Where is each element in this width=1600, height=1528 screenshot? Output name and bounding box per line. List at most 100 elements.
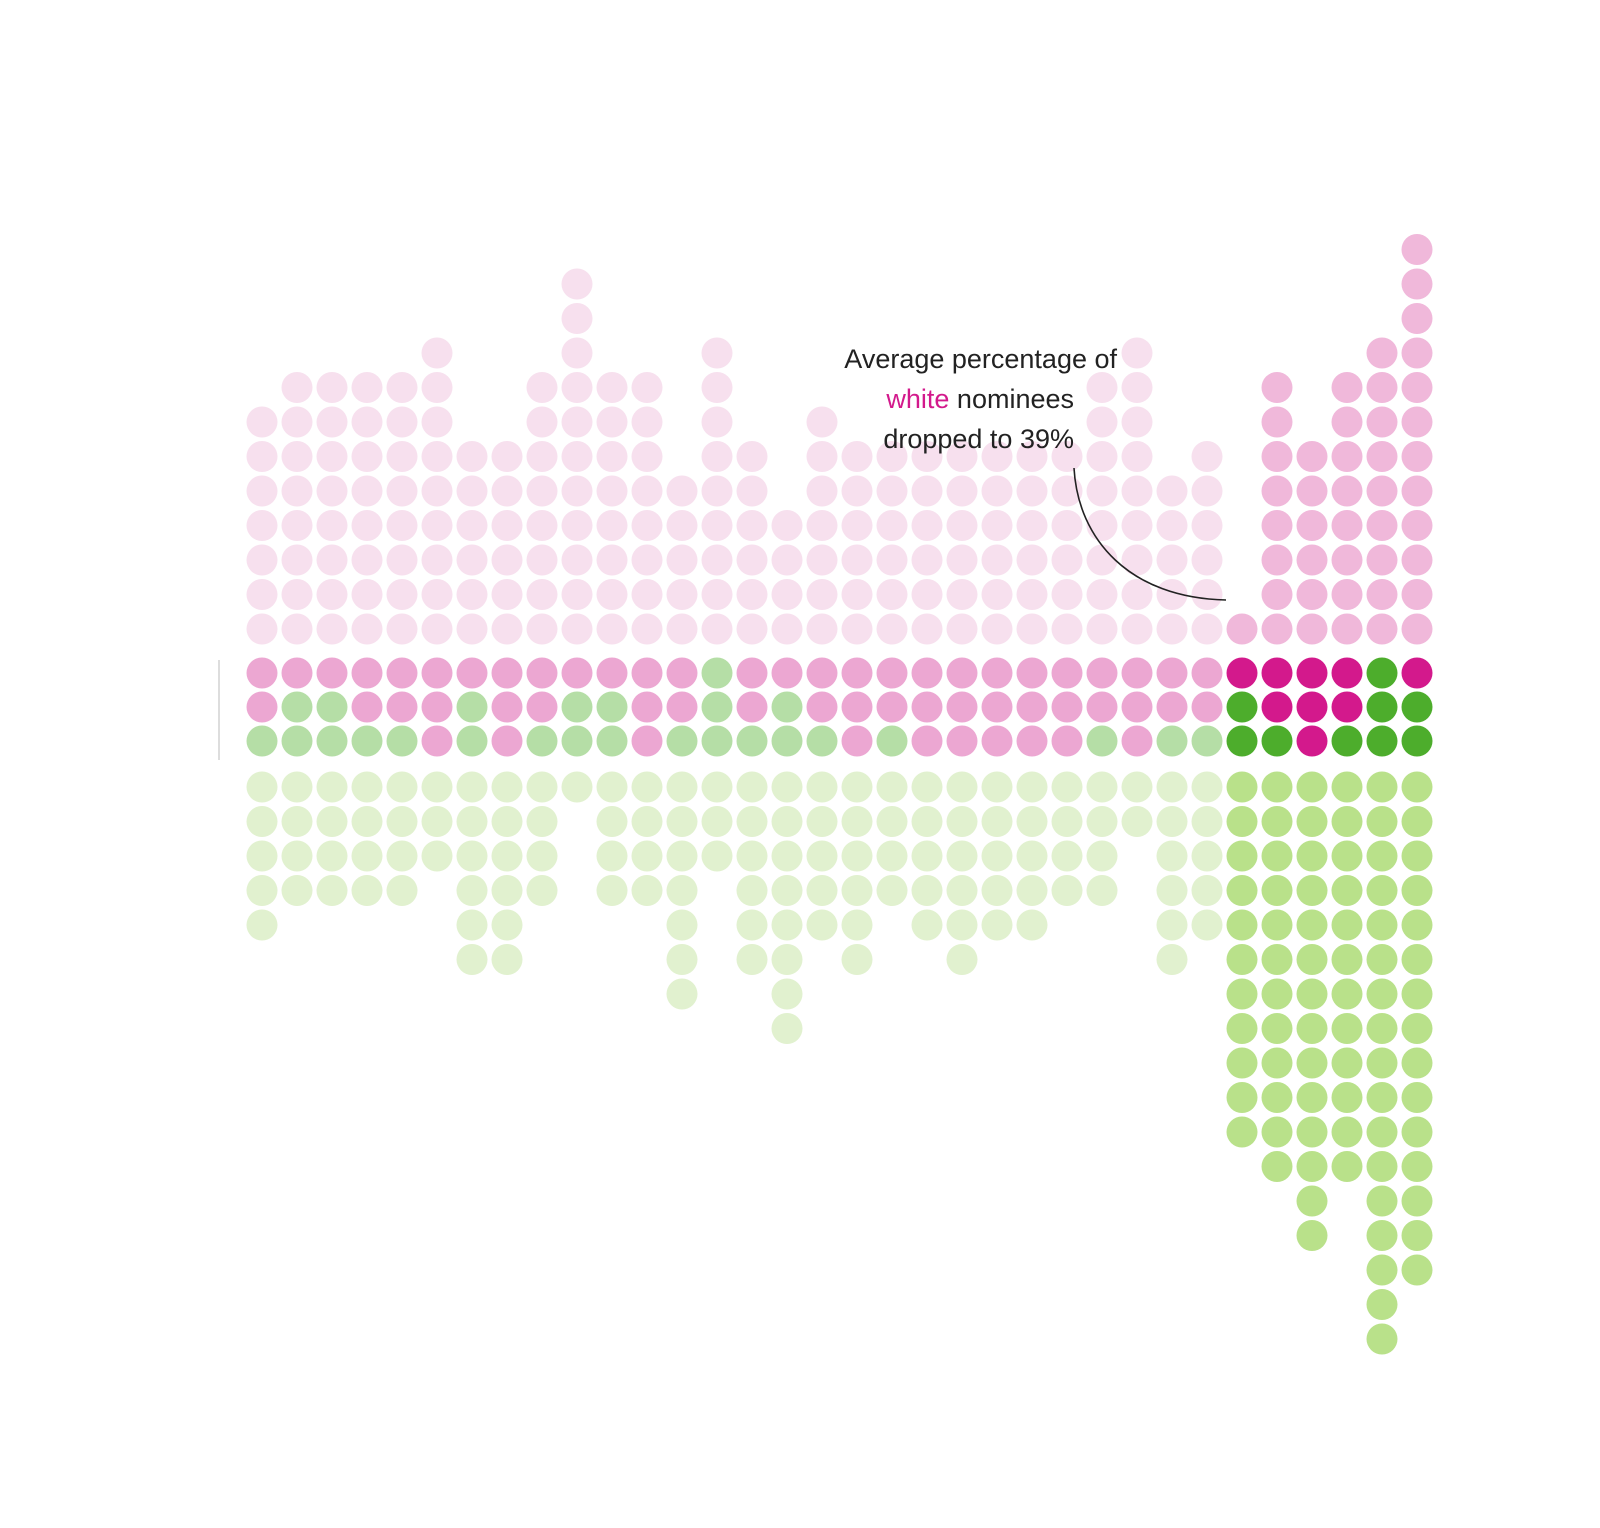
dot-below-col-32: [1331, 1082, 1363, 1113]
dot-above-col-2: [281, 406, 313, 438]
dot-above-col-25: [1086, 544, 1118, 576]
dot-below-col-20: [911, 806, 943, 837]
dot-below-col-7: [456, 944, 488, 975]
dot-above-col-3: [316, 613, 348, 645]
dot-middle-col-1: [246, 691, 278, 723]
dot-below-col-19: [876, 771, 908, 803]
dot-above-col-5: [386, 475, 418, 507]
dot-above-col-22: [981, 544, 1013, 576]
dot-below-col-32: [1331, 1116, 1363, 1148]
dot-below-col-1: [246, 806, 278, 837]
dot-above-col-13: [666, 475, 698, 507]
dot-below-col-7: [456, 806, 488, 837]
dot-above-col-1: [246, 475, 278, 507]
dot-below-col-4: [351, 875, 383, 906]
dots-layer: [246, 234, 1433, 1355]
dot-below-col-20: [911, 771, 943, 803]
dot-above-col-25: [1086, 510, 1118, 541]
dot-above-col-34: [1401, 337, 1433, 369]
dot-above-col-33: [1366, 510, 1398, 541]
dot-below-col-8: [491, 944, 523, 975]
dot-above-col-26: [1121, 441, 1153, 472]
dot-above-col-7: [456, 510, 488, 541]
dot-below-col-15: [736, 875, 768, 906]
dot-above-col-11: [596, 613, 628, 645]
dot-above-col-26: [1121, 475, 1153, 507]
dot-above-col-6: [421, 544, 453, 576]
dot-middle-col-8: [491, 725, 523, 757]
dot-above-col-24: [1051, 510, 1083, 541]
dot-below-col-31: [1296, 840, 1328, 872]
dot-middle-col-27: [1156, 657, 1188, 689]
dot-below-col-34: [1401, 1185, 1433, 1217]
dot-above-col-7: [456, 544, 488, 576]
dot-above-col-10: [561, 613, 593, 645]
dot-below-col-31: [1296, 1185, 1328, 1217]
dot-middle-col-6: [421, 657, 453, 689]
dot-below-col-14: [701, 806, 733, 837]
dot-middle-col-24: [1051, 725, 1083, 757]
dot-above-col-5: [386, 372, 418, 403]
dot-middle-col-17: [806, 725, 838, 757]
dot-above-col-19: [876, 441, 908, 472]
dot-middle-col-24: [1051, 691, 1083, 723]
dot-above-col-12: [631, 406, 663, 438]
dot-above-col-13: [666, 544, 698, 576]
dot-above-col-11: [596, 579, 628, 610]
dot-below-col-1: [246, 875, 278, 906]
dot-above-col-13: [666, 613, 698, 645]
dot-below-col-34: [1401, 806, 1433, 837]
dot-below-col-24: [1051, 840, 1083, 872]
dot-above-col-30: [1261, 475, 1293, 507]
dot-below-col-25: [1086, 875, 1118, 906]
dot-above-col-24: [1051, 579, 1083, 610]
dot-above-col-32: [1331, 544, 1363, 576]
dot-below-col-32: [1331, 806, 1363, 837]
dot-middle-col-29: [1226, 657, 1258, 689]
dot-below-col-18: [841, 840, 873, 872]
annotation-line-1: Average percentage of: [844, 344, 1117, 374]
dot-below-col-23: [1016, 875, 1048, 906]
dot-below-col-6: [421, 806, 453, 837]
dot-above-col-6: [421, 441, 453, 472]
dot-middle-col-22: [981, 725, 1013, 757]
dot-below-col-30: [1261, 771, 1293, 803]
dot-below-col-18: [841, 771, 873, 803]
dot-above-col-4: [351, 372, 383, 403]
dot-below-col-27: [1156, 909, 1188, 941]
dot-middle-col-17: [806, 691, 838, 723]
dot-below-col-9: [526, 875, 558, 906]
dot-above-col-4: [351, 510, 383, 541]
dot-below-col-34: [1401, 978, 1433, 1010]
dot-below-col-27: [1156, 875, 1188, 906]
dot-below-col-8: [491, 875, 523, 906]
dot-above-col-26: [1121, 544, 1153, 576]
dot-below-col-34: [1401, 1013, 1433, 1044]
dot-below-col-32: [1331, 840, 1363, 872]
dot-above-col-34: [1401, 510, 1433, 541]
dot-below-col-30: [1261, 1082, 1293, 1113]
dot-below-col-29: [1226, 840, 1258, 872]
annotation-line-2-rest: nominees: [949, 384, 1074, 414]
dot-above-col-2: [281, 475, 313, 507]
dot-below-col-16: [771, 875, 803, 906]
dot-above-col-19: [876, 544, 908, 576]
dot-below-col-15: [736, 806, 768, 837]
dot-above-col-10: [561, 337, 593, 369]
dot-above-col-20: [911, 441, 943, 472]
dot-below-col-2: [281, 806, 313, 837]
dot-below-col-24: [1051, 771, 1083, 803]
dot-below-col-8: [491, 806, 523, 837]
dot-above-col-10: [561, 268, 593, 300]
dot-below-col-14: [701, 771, 733, 803]
dot-below-col-33: [1366, 1289, 1398, 1320]
dot-above-col-11: [596, 406, 628, 438]
dot-above-col-24: [1051, 613, 1083, 645]
dot-middle-col-31: [1296, 657, 1328, 689]
dot-middle-col-27: [1156, 725, 1188, 757]
dot-above-col-28: [1191, 510, 1223, 541]
dot-below-col-5: [386, 840, 418, 872]
dot-below-col-34: [1401, 944, 1433, 975]
dot-middle-col-11: [596, 691, 628, 723]
dot-below-col-22: [981, 909, 1013, 941]
